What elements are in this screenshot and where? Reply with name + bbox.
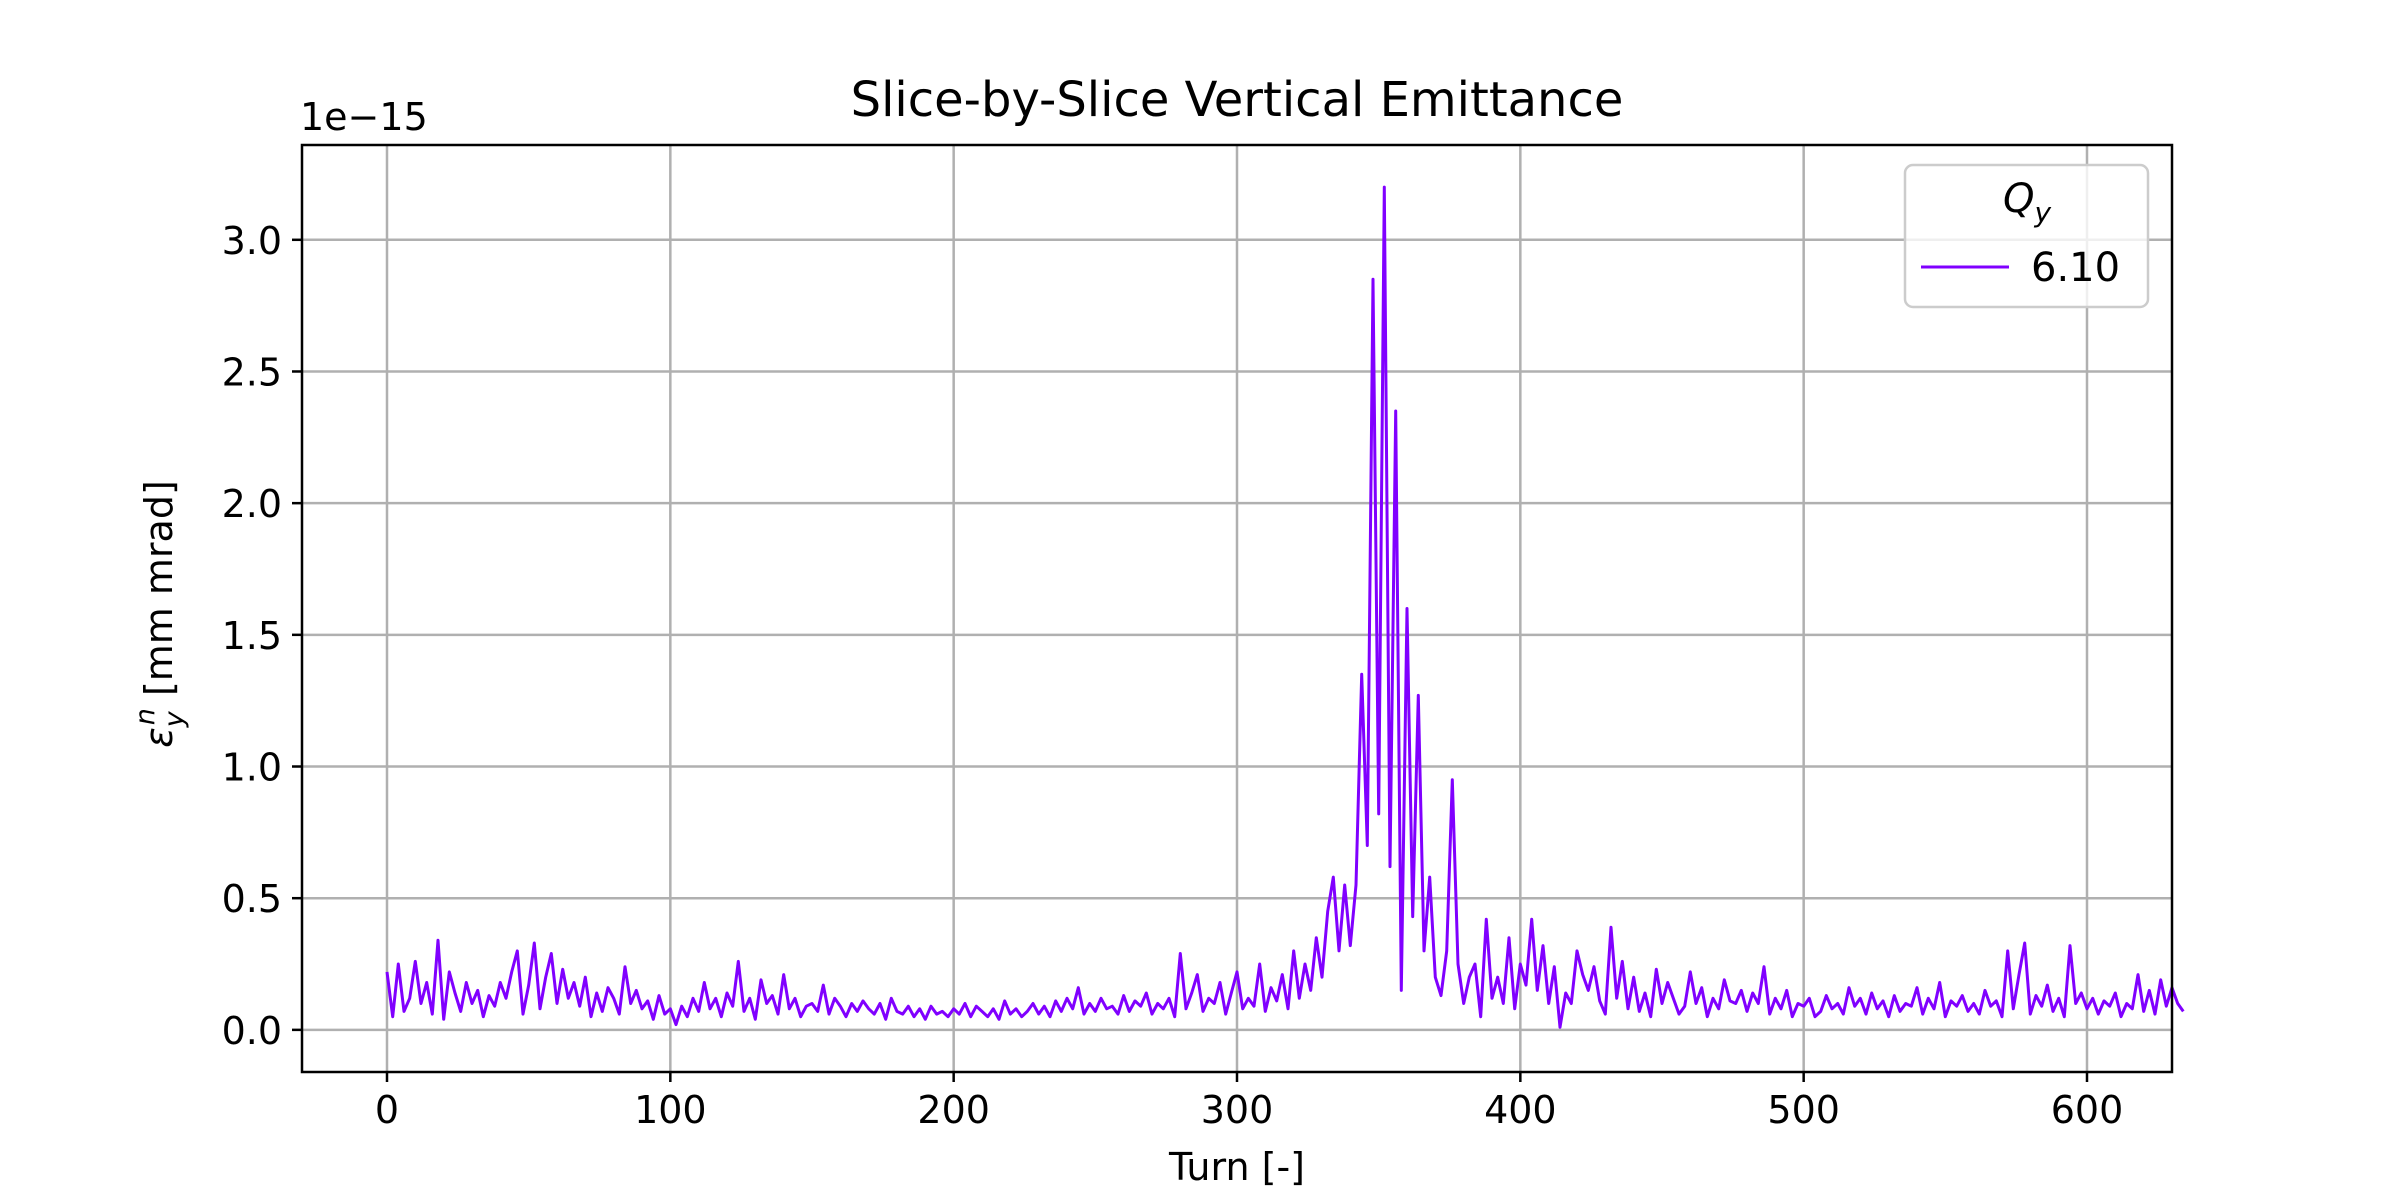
y-tick-label: 1.5 — [222, 614, 282, 658]
y-tick-label: 2.5 — [222, 350, 282, 394]
y-axis-label-symbol: ε — [137, 727, 181, 748]
chart-title: Slice-by-Slice Vertical Emittance — [851, 72, 1624, 128]
y-tick-label: 3.0 — [222, 219, 282, 263]
legend-title: Qy — [2003, 176, 2051, 229]
y-axis-label-unit: [mm mrad] — [137, 480, 181, 708]
y-offset-label: 1e−15 — [300, 95, 428, 139]
x-tick-label: 300 — [1201, 1088, 1274, 1132]
plot-area — [385, 185, 2185, 1029]
legend-box — [1903, 163, 2150, 309]
y-axis-label-sup: n — [130, 708, 161, 725]
x-tick-label: 100 — [634, 1088, 707, 1132]
x-tick-label: 200 — [917, 1088, 990, 1132]
y-tick-label: 1.0 — [222, 746, 282, 790]
x-ticks: 0 100 200 300 400 500 600 — [375, 1072, 2123, 1132]
x-tick-label: 500 — [1767, 1088, 1840, 1132]
x-tick-label: 400 — [1484, 1088, 1557, 1132]
x-tick-label: 600 — [2051, 1088, 2124, 1132]
y-tick-label: 2.0 — [222, 482, 282, 526]
y-axis-label: εyn [mm mrad] — [130, 480, 190, 748]
x-tick-label: 0 — [375, 1088, 399, 1132]
y-tick-label: 0.5 — [222, 877, 282, 921]
y-ticks: 0.0 0.5 1.0 1.5 2.0 2.5 3.0 — [222, 219, 302, 1053]
series-line — [385, 185, 2185, 1029]
legend-entry-label: 6.10 — [2031, 245, 2120, 291]
legend: Qy 6.10 — [1903, 163, 2150, 309]
y-tick-label: 0.0 — [222, 1009, 282, 1053]
y-axis-label-sub: y — [159, 710, 190, 728]
x-axis-label: Turn [-] — [1168, 1145, 1305, 1189]
grid — [302, 145, 2172, 1072]
